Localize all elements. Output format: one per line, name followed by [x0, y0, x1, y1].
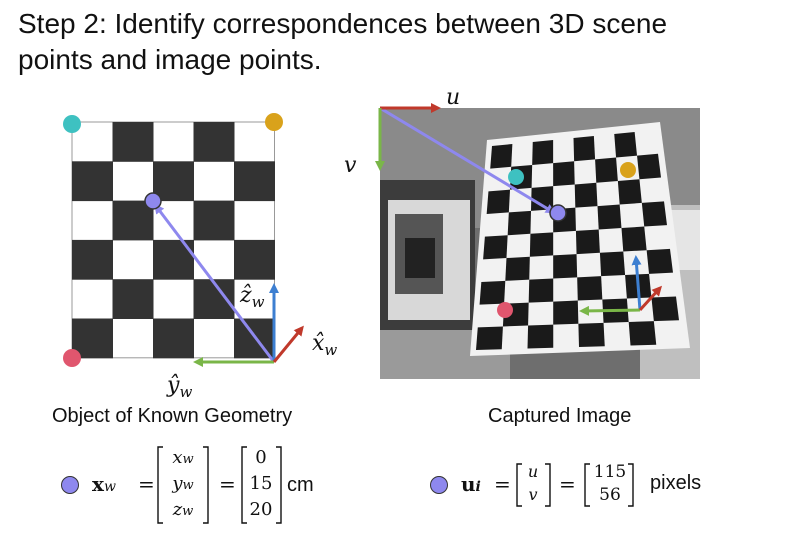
image-checker-square	[490, 144, 513, 169]
title-line-2: points and image points.	[18, 44, 322, 75]
image-checker-square	[614, 132, 638, 158]
image-teal-corner-marker	[508, 169, 524, 185]
image-point-vector-arrow	[379, 106, 556, 214]
image-checker-square	[483, 235, 508, 260]
image-checker-square	[646, 248, 673, 274]
image-checker-square	[651, 296, 679, 322]
image-checker-square	[595, 157, 618, 183]
image-pink-corner-marker	[497, 302, 513, 318]
vector-entry-x: xw	[172, 447, 194, 468]
image-point-legend-dot	[430, 476, 448, 494]
checker-square	[234, 161, 275, 202]
world-unit: cm	[287, 474, 314, 496]
image-checker-square	[574, 182, 598, 208]
checker-square	[72, 318, 113, 359]
checker-square	[234, 239, 275, 280]
value-entry-y: 15	[249, 473, 273, 494]
right-caption: Captured Image	[488, 405, 632, 427]
image-gold-corner-marker	[620, 162, 636, 178]
u-label: u	[446, 85, 460, 110]
vector-entry-y: yw	[172, 473, 194, 494]
vector-entry-z: zw	[172, 499, 194, 520]
image-checker-square	[577, 276, 603, 301]
image-checker-square	[573, 136, 596, 162]
equals-sign-4: =	[559, 472, 576, 496]
image-checker-square	[621, 226, 647, 252]
slide-title: Step 2: Identify correspondences between…	[18, 6, 738, 78]
captured-image	[380, 108, 700, 379]
image-checker-square	[529, 232, 554, 257]
image-checker-square	[553, 254, 578, 279]
checker-square	[153, 161, 194, 202]
image-vector-v: v	[528, 485, 538, 504]
image-x-axis-arrow	[638, 285, 663, 312]
v-label: v	[344, 153, 357, 178]
image-checker-square	[617, 179, 642, 205]
checker-square	[193, 122, 235, 162]
image-checker-square	[578, 322, 605, 347]
world-point-legend-dot	[61, 476, 79, 494]
checker-square	[112, 200, 154, 241]
y-w-label: ŷw	[166, 373, 192, 401]
title-line-1: Step 2: Identify correspondences between…	[18, 8, 668, 39]
x-axis-arrow	[272, 325, 304, 363]
checker-square	[112, 279, 154, 319]
image-checker-square	[599, 251, 626, 277]
checker-square	[72, 239, 113, 280]
checker-square	[193, 279, 235, 319]
equals-sign-1: =	[138, 472, 155, 496]
checker-square	[112, 122, 154, 162]
value-entry-x: 0	[255, 447, 267, 468]
world-vector-brackets	[157, 446, 282, 524]
image-z-axis-arrow	[631, 255, 642, 311]
image-value-u: 115	[593, 462, 627, 482]
image-checker-square	[637, 153, 661, 180]
teal-corner-marker	[63, 115, 81, 133]
world-point-marker	[144, 192, 162, 210]
z-w-label: ẑw	[239, 283, 265, 311]
gold-corner-marker	[265, 113, 283, 131]
image-checker-square	[486, 189, 511, 214]
value-entry-z: 20	[249, 499, 273, 520]
image-checker-square	[597, 204, 622, 230]
image-checker-square	[575, 229, 600, 255]
image-point-lhs: ui	[461, 472, 481, 496]
image-checker-square	[628, 321, 657, 346]
image-checker-square	[476, 326, 503, 350]
image-checker-square	[528, 278, 554, 303]
pink-corner-marker	[63, 349, 81, 367]
image-y-axis-arrow	[579, 305, 641, 316]
image-checker-square	[553, 161, 575, 187]
equals-sign-3: =	[494, 472, 511, 496]
image-checker-square	[479, 280, 506, 305]
image-checker-square	[527, 324, 554, 349]
image-checker-square	[641, 201, 667, 227]
image-checker-square	[532, 140, 554, 165]
image-point-marker	[549, 204, 567, 222]
checker-square	[153, 318, 194, 359]
checker-square	[72, 161, 113, 202]
captured-checkerboard	[476, 132, 679, 350]
image-checker-square	[553, 300, 579, 325]
image-checker-square	[507, 210, 531, 236]
image-vector-brackets	[516, 463, 634, 507]
image-checker-square	[505, 256, 530, 281]
image-unit: pixels	[650, 472, 702, 494]
image-vector-u: u	[527, 462, 539, 481]
world-point-lhs: xw	[92, 472, 116, 496]
x-w-label: x̂w	[312, 331, 337, 359]
world-point-vector-arrow	[154, 203, 276, 363]
checker-square	[193, 200, 235, 241]
image-value-v: 56	[599, 485, 621, 505]
left-caption: Object of Known Geometry	[52, 405, 293, 427]
equals-sign-2: =	[219, 472, 236, 496]
